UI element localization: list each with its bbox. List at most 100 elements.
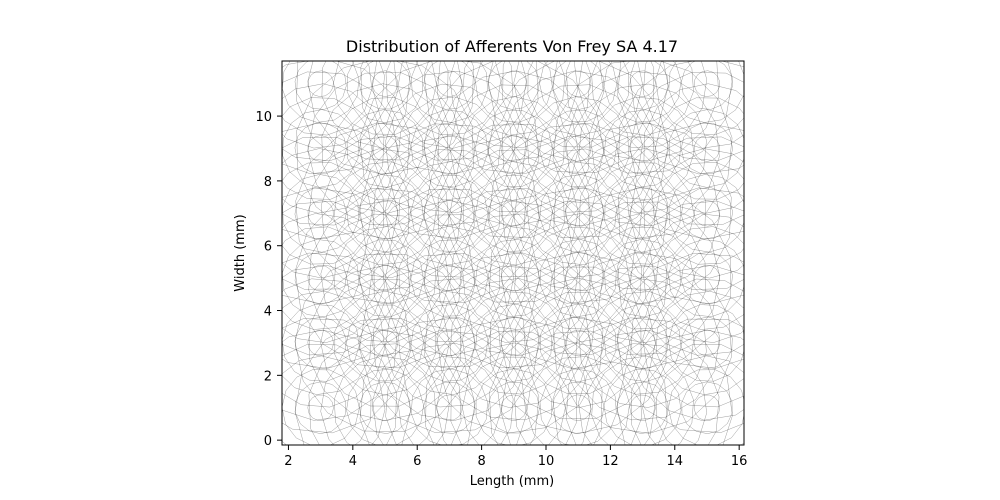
afferent-ring <box>655 162 744 265</box>
afferent-ring <box>502 61 654 162</box>
afferent-ring <box>603 61 682 123</box>
afferent-ring <box>411 368 488 445</box>
x-tick-label: 6 <box>413 454 421 469</box>
afferent-ring <box>603 369 682 445</box>
afferent-ring <box>321 83 449 214</box>
afferent-ring <box>307 72 463 225</box>
afferent-ring <box>282 61 360 123</box>
afferent-ring <box>346 369 424 445</box>
afferent-ring <box>282 109 359 188</box>
afferent-ring <box>668 304 744 382</box>
afferent-ring <box>475 174 553 252</box>
afferent-ring <box>565 329 591 357</box>
afferent-ring <box>629 200 656 227</box>
afferent-ring <box>333 97 437 200</box>
afferent-ring <box>616 122 669 175</box>
x-tick-label: 10 <box>538 454 555 469</box>
afferent-ring <box>514 213 642 343</box>
afferent-ring <box>373 135 526 292</box>
afferent-ring <box>359 187 411 240</box>
afferent-ring <box>604 109 682 188</box>
afferent-ring <box>552 122 604 175</box>
afferent-ring <box>554 187 731 369</box>
afferent-ring <box>642 213 744 343</box>
afferent-ring <box>410 239 489 317</box>
afferent-ring <box>630 265 744 421</box>
afferent-ring <box>500 201 656 355</box>
afferent-ring <box>282 71 398 226</box>
afferent-ring <box>423 381 476 434</box>
afferent-ring <box>565 136 720 290</box>
afferent-ring <box>346 239 424 317</box>
afferent-ring <box>372 70 398 97</box>
afferent-ring <box>359 317 540 445</box>
afferent-ring <box>629 72 744 225</box>
afferent-ring <box>540 303 617 382</box>
afferent-ring <box>591 61 694 136</box>
afferent-ring <box>694 70 720 97</box>
afferent-ring <box>487 382 540 434</box>
afferent-ring <box>487 317 540 369</box>
afferent-ring <box>307 136 463 291</box>
afferent-ring <box>346 174 424 253</box>
afferent-ring <box>643 148 744 279</box>
y-tick-label: 4 <box>264 305 272 320</box>
afferent-ring <box>320 343 450 445</box>
afferent-ring <box>282 252 411 434</box>
afferent-rings-layer <box>282 61 744 445</box>
plot-area-frame <box>281 60 745 446</box>
afferent-ring <box>578 83 707 214</box>
afferent-ring <box>681 123 733 174</box>
afferent-ring <box>604 304 682 382</box>
afferent-ring <box>539 61 617 122</box>
afferent-ring <box>462 356 566 445</box>
afferent-ring <box>655 226 744 330</box>
afferent-ring <box>334 355 437 445</box>
afferent-ring <box>371 330 399 356</box>
afferent-ring <box>423 187 475 240</box>
afferent-ring <box>308 200 462 356</box>
afferent-ring <box>681 61 733 110</box>
afferent-ring <box>372 265 399 292</box>
afferent-ring <box>282 226 373 330</box>
afferent-ring <box>282 201 398 356</box>
afferent-ring <box>384 149 514 278</box>
afferent-ring <box>372 200 398 227</box>
afferent-ring <box>617 61 744 175</box>
afferent-ring <box>642 278 744 408</box>
afferent-ring <box>668 61 744 123</box>
afferent-ring <box>423 188 604 369</box>
afferent-ring <box>372 135 398 162</box>
afferent-ring <box>463 161 565 266</box>
afferent-ring <box>282 137 399 290</box>
afferent-ring <box>398 96 501 201</box>
afferent-ring <box>384 214 514 342</box>
afferent-ring <box>500 200 527 227</box>
afferent-ring <box>294 318 476 445</box>
afferent-ring <box>436 329 463 356</box>
x-tick-label: 8 <box>477 454 485 469</box>
afferent-ring <box>501 394 527 421</box>
afferent-ring <box>475 61 553 123</box>
afferent-ring <box>307 265 334 292</box>
afferent-ring <box>359 252 411 305</box>
afferent-ring <box>514 148 643 278</box>
afferent-ring <box>437 70 590 227</box>
afferent-ring <box>282 174 359 253</box>
afferent-ring <box>294 252 347 304</box>
afferent-ring <box>282 318 411 445</box>
afferent-ring <box>347 61 423 123</box>
afferent-ring <box>321 148 450 278</box>
afferent-ring <box>282 61 410 240</box>
afferent-ring <box>282 213 385 343</box>
afferent-ring <box>578 343 707 445</box>
afferent-ring <box>552 381 605 434</box>
afferent-ring <box>668 239 744 317</box>
afferent-ring <box>565 394 592 421</box>
afferent-ring <box>309 265 461 421</box>
afferent-ring <box>694 135 720 162</box>
afferent-ring <box>656 355 744 445</box>
afferent-ring <box>425 316 603 445</box>
afferent-ring <box>500 135 527 162</box>
afferent-ring <box>642 344 744 445</box>
